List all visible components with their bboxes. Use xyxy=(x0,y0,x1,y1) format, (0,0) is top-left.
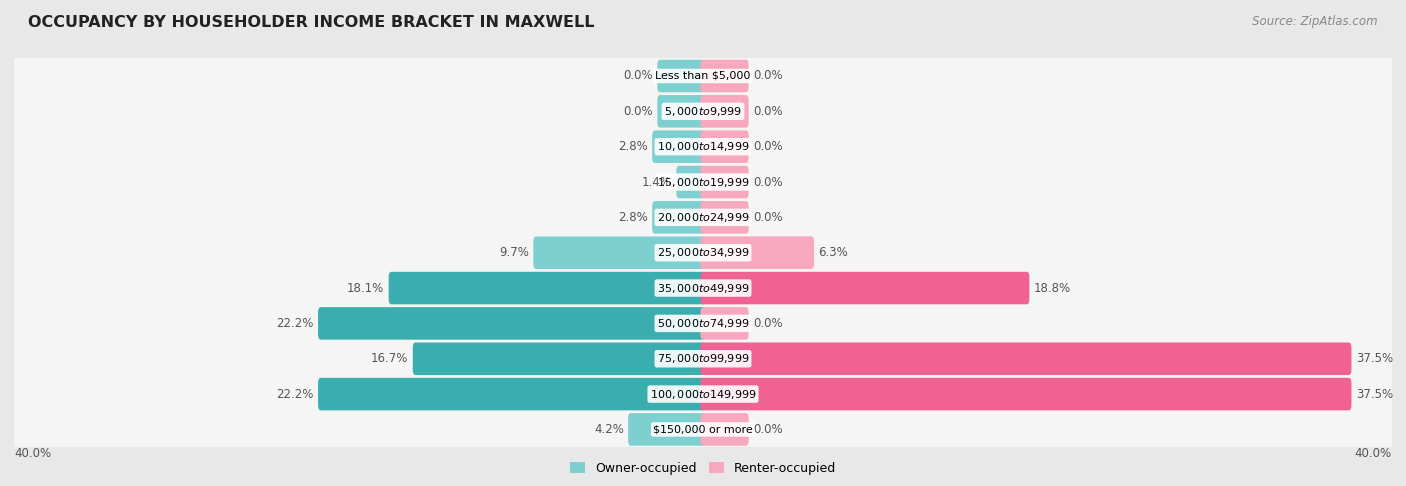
Text: 6.3%: 6.3% xyxy=(818,246,848,259)
FancyBboxPatch shape xyxy=(11,403,1395,455)
Text: 0.0%: 0.0% xyxy=(754,423,783,436)
FancyBboxPatch shape xyxy=(700,60,748,92)
FancyBboxPatch shape xyxy=(11,156,1395,208)
Text: 0.0%: 0.0% xyxy=(754,140,783,153)
FancyBboxPatch shape xyxy=(11,50,1395,102)
Text: $50,000 to $74,999: $50,000 to $74,999 xyxy=(657,317,749,330)
Legend: Owner-occupied, Renter-occupied: Owner-occupied, Renter-occupied xyxy=(565,457,841,480)
Text: $35,000 to $49,999: $35,000 to $49,999 xyxy=(657,281,749,295)
FancyBboxPatch shape xyxy=(652,201,706,234)
Text: 22.2%: 22.2% xyxy=(277,317,314,330)
FancyBboxPatch shape xyxy=(533,237,706,269)
Text: Source: ZipAtlas.com: Source: ZipAtlas.com xyxy=(1253,15,1378,28)
FancyBboxPatch shape xyxy=(11,191,1395,242)
FancyBboxPatch shape xyxy=(700,201,748,234)
FancyBboxPatch shape xyxy=(11,403,1395,454)
Text: Less than $5,000: Less than $5,000 xyxy=(655,71,751,81)
FancyBboxPatch shape xyxy=(11,121,1395,172)
Text: $150,000 or more: $150,000 or more xyxy=(654,424,752,434)
FancyBboxPatch shape xyxy=(11,297,1395,348)
Text: 9.7%: 9.7% xyxy=(499,246,529,259)
Text: 37.5%: 37.5% xyxy=(1355,352,1393,365)
FancyBboxPatch shape xyxy=(11,85,1395,136)
Text: 18.1%: 18.1% xyxy=(347,281,384,295)
Text: 40.0%: 40.0% xyxy=(1355,447,1392,460)
FancyBboxPatch shape xyxy=(11,156,1395,207)
FancyBboxPatch shape xyxy=(388,272,706,304)
Text: $20,000 to $24,999: $20,000 to $24,999 xyxy=(657,211,749,224)
FancyBboxPatch shape xyxy=(700,413,748,446)
Text: OCCUPANCY BY HOUSEHOLDER INCOME BRACKET IN MAXWELL: OCCUPANCY BY HOUSEHOLDER INCOME BRACKET … xyxy=(28,15,595,30)
Text: 16.7%: 16.7% xyxy=(371,352,409,365)
Text: $75,000 to $99,999: $75,000 to $99,999 xyxy=(657,352,749,365)
Text: 2.8%: 2.8% xyxy=(619,211,648,224)
FancyBboxPatch shape xyxy=(413,343,706,375)
FancyBboxPatch shape xyxy=(700,307,748,340)
Text: 0.0%: 0.0% xyxy=(754,105,783,118)
Text: 0.0%: 0.0% xyxy=(754,317,783,330)
FancyBboxPatch shape xyxy=(11,332,1395,383)
FancyBboxPatch shape xyxy=(11,262,1395,314)
Text: 0.0%: 0.0% xyxy=(623,69,652,83)
FancyBboxPatch shape xyxy=(11,368,1395,419)
FancyBboxPatch shape xyxy=(658,60,706,92)
FancyBboxPatch shape xyxy=(11,226,1395,278)
Text: $100,000 to $149,999: $100,000 to $149,999 xyxy=(650,388,756,400)
FancyBboxPatch shape xyxy=(700,378,1351,410)
FancyBboxPatch shape xyxy=(318,378,706,410)
FancyBboxPatch shape xyxy=(700,130,748,163)
FancyBboxPatch shape xyxy=(318,307,706,340)
FancyBboxPatch shape xyxy=(11,226,1395,279)
Text: 0.0%: 0.0% xyxy=(754,175,783,189)
Text: 18.8%: 18.8% xyxy=(1033,281,1071,295)
FancyBboxPatch shape xyxy=(700,343,1351,375)
FancyBboxPatch shape xyxy=(652,130,706,163)
Text: $5,000 to $9,999: $5,000 to $9,999 xyxy=(664,105,742,118)
FancyBboxPatch shape xyxy=(628,413,706,446)
FancyBboxPatch shape xyxy=(11,121,1395,173)
Text: $25,000 to $34,999: $25,000 to $34,999 xyxy=(657,246,749,259)
FancyBboxPatch shape xyxy=(658,95,706,128)
Text: 22.2%: 22.2% xyxy=(277,388,314,400)
FancyBboxPatch shape xyxy=(11,297,1395,349)
FancyBboxPatch shape xyxy=(11,262,1395,313)
Text: $10,000 to $14,999: $10,000 to $14,999 xyxy=(657,140,749,153)
FancyBboxPatch shape xyxy=(700,95,748,128)
Text: 0.0%: 0.0% xyxy=(623,105,652,118)
FancyBboxPatch shape xyxy=(700,166,748,198)
FancyBboxPatch shape xyxy=(676,166,706,198)
FancyBboxPatch shape xyxy=(700,272,1029,304)
Text: 4.2%: 4.2% xyxy=(593,423,624,436)
Text: 0.0%: 0.0% xyxy=(754,69,783,83)
FancyBboxPatch shape xyxy=(11,50,1395,101)
FancyBboxPatch shape xyxy=(11,332,1395,385)
Text: 1.4%: 1.4% xyxy=(643,175,672,189)
Text: $15,000 to $19,999: $15,000 to $19,999 xyxy=(657,175,749,189)
FancyBboxPatch shape xyxy=(700,237,814,269)
FancyBboxPatch shape xyxy=(11,191,1395,243)
Text: 2.8%: 2.8% xyxy=(619,140,648,153)
FancyBboxPatch shape xyxy=(11,368,1395,420)
Text: 40.0%: 40.0% xyxy=(14,447,51,460)
Text: 37.5%: 37.5% xyxy=(1355,388,1393,400)
Text: 0.0%: 0.0% xyxy=(754,211,783,224)
FancyBboxPatch shape xyxy=(11,85,1395,138)
